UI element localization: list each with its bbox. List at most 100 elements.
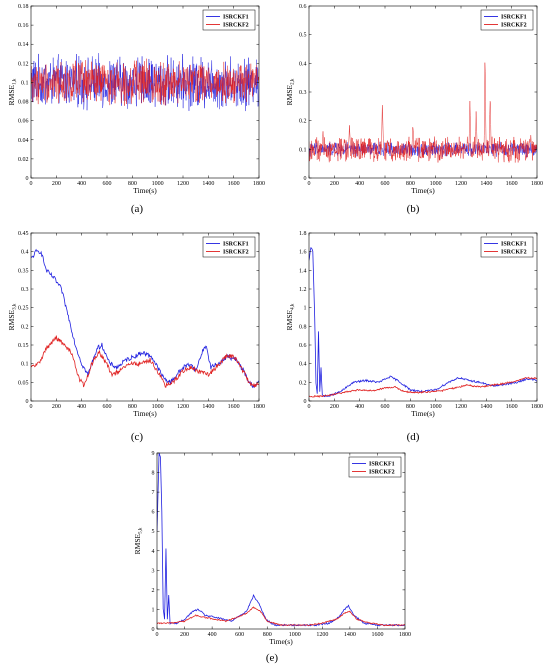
x-tick-label: 1000 xyxy=(430,404,442,410)
x-tick-label: 200 xyxy=(180,632,189,638)
y-tick-label: 0 xyxy=(26,399,29,405)
x-tick-label: 800 xyxy=(406,181,415,187)
legend: ISRCKF1 ISRCKF2 xyxy=(202,236,256,258)
x-tick-label: 1600 xyxy=(506,404,518,410)
y-tick-label: 0.4 xyxy=(299,61,307,67)
y-tick-label: 0.3 xyxy=(299,90,307,96)
x-tick-label: 1800 xyxy=(531,404,543,410)
plot-frame xyxy=(30,5,260,179)
legend-entry: ISRCKF1 xyxy=(501,15,527,21)
legend: ISRCKF1 ISRCKF2 xyxy=(480,236,534,258)
panel-caption: (c) xyxy=(131,431,144,443)
x-tick-label: 200 xyxy=(52,404,61,410)
x-axis-label: Time(s) xyxy=(133,186,157,195)
panel-caption: (a) xyxy=(131,203,144,215)
legend: ISRCKF1 ISRCKF2 xyxy=(480,9,534,31)
x-tick-label: 0 xyxy=(30,181,33,187)
x-tick-label: 1400 xyxy=(480,181,492,187)
legend-entry: ISRCKF1 xyxy=(223,242,249,248)
y-tick-label: 0.5 xyxy=(299,33,307,39)
y-tick-label: 0.3 xyxy=(21,287,29,293)
y-tick-label: 0.02 xyxy=(18,157,29,163)
series-line-isrckf2 xyxy=(31,335,259,388)
y-tick-label: 0.05 xyxy=(18,380,29,386)
y-axis-label: RMSE2,k xyxy=(285,78,296,105)
y-tick-label: 6 xyxy=(152,510,155,516)
y-tick-label: 0.2 xyxy=(299,119,307,125)
y-tick-label: 0.08 xyxy=(18,100,29,106)
y-axis-label: RMSE4,k xyxy=(285,303,296,330)
x-tick-label: 800 xyxy=(128,404,137,410)
y-tick-label: 0.1 xyxy=(21,362,29,368)
y-tick-label: 9 xyxy=(152,451,155,457)
plot-frame xyxy=(30,232,260,402)
y-tick-label: 1.2 xyxy=(299,287,307,293)
series-line-isrckf1 xyxy=(157,453,405,627)
x-tick-label: 1000 xyxy=(430,181,442,187)
y-axis-label: RMSE1,k xyxy=(7,78,18,105)
series-line-isrckf2 xyxy=(31,58,259,106)
x-axis-label: Time(s) xyxy=(411,409,435,418)
x-tick-label: 1800 xyxy=(531,181,543,187)
x-tick-label: 1200 xyxy=(177,181,189,187)
chart-panel-d: 0 200 400 600 800 1000 1200 1400 1600 1800 0 0.2 0.4… xyxy=(285,231,543,443)
x-tick-label: 800 xyxy=(263,632,272,638)
y-tick-label: 4 xyxy=(152,549,155,555)
y-tick-label: 1 xyxy=(304,306,307,312)
x-tick-label: 1400 xyxy=(344,632,356,638)
x-tick-label: 400 xyxy=(355,181,364,187)
y-tick-label: 2 xyxy=(152,588,155,594)
series-line-isrckf1 xyxy=(31,248,259,389)
x-tick-label: 1000 xyxy=(152,181,164,187)
x-tick-label: 400 xyxy=(355,404,364,410)
y-tick-label: 1 xyxy=(152,607,155,613)
x-tick-label: 1600 xyxy=(371,632,383,638)
x-tick-label: 1600 xyxy=(228,181,240,187)
x-tick-label: 1200 xyxy=(455,404,467,410)
legend: ISRCKF1 ISRCKF2 xyxy=(348,456,402,478)
x-tick-label: 0 xyxy=(156,632,159,638)
y-tick-label: 0.18 xyxy=(18,4,29,10)
legend-entry: ISRCKF2 xyxy=(501,250,527,256)
x-tick-label: 1400 xyxy=(202,404,214,410)
y-tick-label: 0.45 xyxy=(18,231,29,237)
y-tick-label: 0.2 xyxy=(21,324,29,330)
x-tick-label: 1200 xyxy=(177,404,189,410)
legend-entry: ISRCKF2 xyxy=(223,250,249,256)
x-tick-label: 1400 xyxy=(202,181,214,187)
plot-frame xyxy=(156,452,406,630)
x-tick-label: 1800 xyxy=(253,181,265,187)
x-tick-label: 1000 xyxy=(289,632,301,638)
x-tick-label: 600 xyxy=(103,181,112,187)
x-tick-label: 1200 xyxy=(455,181,467,187)
x-axis-label: Time(s) xyxy=(133,409,157,418)
y-tick-label: 0.04 xyxy=(18,138,29,144)
y-tick-label: 0.16 xyxy=(18,23,29,29)
y-tick-label: 1.8 xyxy=(299,231,307,237)
x-tick-label: 800 xyxy=(128,181,137,187)
y-tick-label: 0.14 xyxy=(18,42,29,48)
y-axis-label: RMSE5,k xyxy=(133,527,144,554)
legend-entry: ISRCKF2 xyxy=(223,23,249,29)
y-tick-label: 0.1 xyxy=(299,147,307,153)
series-line-isrckf2 xyxy=(309,62,537,163)
chart-panel-a: 0 200 400 600 800 1000 1200 1400 1600 1800 0 0.02 0.… xyxy=(7,4,265,215)
x-tick-label: 200 xyxy=(52,181,61,187)
plot-frame xyxy=(308,232,538,402)
x-tick-label: 0 xyxy=(308,404,311,410)
legend-entry: ISRCKF1 xyxy=(369,462,395,468)
y-tick-label: 0.35 xyxy=(18,268,29,274)
x-tick-label: 200 xyxy=(330,404,339,410)
y-tick-label: 0 xyxy=(152,627,155,633)
y-tick-label: 1.4 xyxy=(299,268,307,274)
legend: ISRCKF1 ISRCKF2 xyxy=(202,9,256,31)
y-tick-label: 0.12 xyxy=(18,61,29,67)
x-tick-label: 0 xyxy=(30,404,33,410)
y-tick-label: 0.06 xyxy=(18,119,29,125)
x-tick-label: 600 xyxy=(381,181,390,187)
x-tick-label: 1200 xyxy=(316,632,328,638)
y-tick-label: 0.1 xyxy=(21,80,29,86)
y-tick-label: 7 xyxy=(152,490,155,496)
x-tick-label: 1800 xyxy=(253,404,265,410)
